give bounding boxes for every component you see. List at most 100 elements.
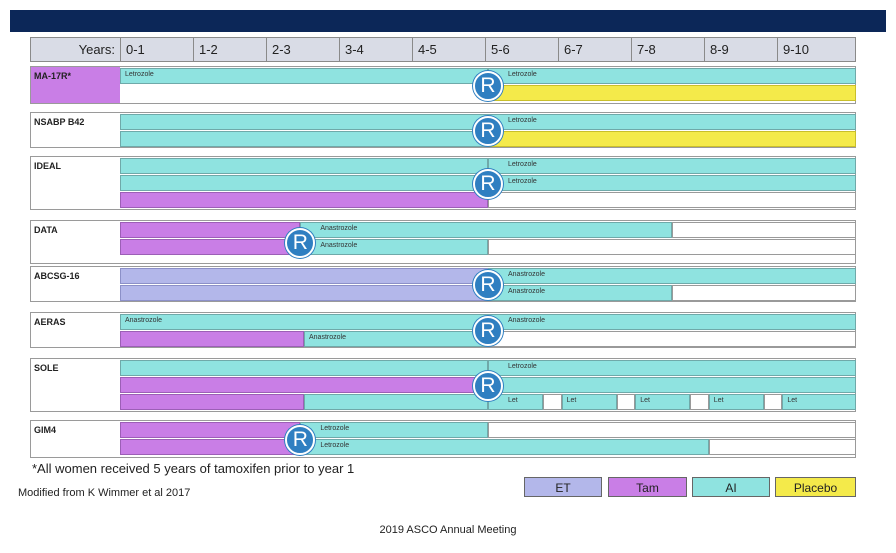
year-col: 9-10: [777, 38, 855, 61]
arm-bar-ai: [488, 377, 856, 393]
arm-bar-tam: [120, 222, 301, 238]
drug-label: Anastrozole: [320, 225, 358, 232]
years-label: Years:: [78, 42, 115, 57]
arm-bar-ai: [635, 394, 691, 410]
arm-bar-ai: [488, 175, 856, 191]
arm-bar-ai: [708, 394, 764, 410]
arm-bar-ai: [488, 68, 856, 84]
year-col: 5-6: [485, 38, 558, 61]
arm-bar-ai: [488, 114, 856, 130]
randomization-marker: R: [473, 270, 503, 300]
legend-ai: AI: [692, 477, 770, 497]
arm-bar-white: [672, 285, 856, 301]
drug-label: Letrozole: [320, 442, 350, 449]
drug-label: Letrozole: [125, 71, 154, 78]
drug-label: Let: [787, 397, 798, 404]
trial-name: GIM4: [34, 425, 57, 435]
arm-bar-placebo: [488, 85, 856, 101]
arm-bar-white: [672, 222, 856, 238]
drug-label: Letrozole: [508, 161, 537, 168]
arm-bar-white: [488, 331, 856, 347]
arm-bar-tam: [120, 439, 301, 455]
arm-bar-white: [543, 394, 562, 410]
drug-label: Let: [508, 397, 518, 404]
trial-ideal: IDEAL Letrozole Letrozole R: [30, 156, 856, 210]
trial-abcsg-16: ABCSG-16 Anastrozole Anastrozole R: [30, 266, 856, 302]
drug-label: Anastrozole: [320, 242, 358, 249]
arm-bar-ai: [782, 394, 856, 410]
trial-nsabp-b42: NSABP B42 Letrozole R: [30, 112, 856, 148]
year-col: 4-5: [412, 38, 485, 61]
arm-bar-et: [120, 268, 488, 284]
legend-tam: Tam: [608, 477, 687, 497]
year-col: 1-2: [193, 38, 266, 61]
arm-bar-white: [488, 239, 856, 255]
drug-label: Anastrozole: [508, 288, 545, 295]
trial-aeras: AERAS Anastrozole Anastrozole Anastrozole R: [30, 312, 856, 348]
arm-bar-tam: [120, 192, 488, 208]
arm-bar-white: [708, 439, 856, 455]
arm-bar-tam: [120, 239, 301, 255]
arm-bar-white: [690, 394, 709, 410]
arm-bar-tam: [120, 394, 304, 410]
drug-label: Anastrozole: [309, 334, 346, 341]
drug-label: Letrozole: [320, 425, 350, 432]
drug-label: Letrozole: [508, 178, 537, 185]
footnote: *All women received 5 years of tamoxifen…: [32, 461, 355, 476]
randomization-marker: R: [473, 169, 503, 199]
randomization-marker: R: [473, 71, 503, 101]
arm-bar-white: [764, 394, 783, 410]
trial-name: ABCSG-16: [34, 271, 80, 281]
randomization-marker: R: [473, 116, 503, 146]
arm-bar-white: [488, 422, 856, 438]
arm-bar-ai: [120, 360, 488, 376]
randomization-marker: R: [473, 371, 503, 401]
drug-label: Anastrozole: [125, 317, 162, 324]
year-col: 8-9: [704, 38, 777, 61]
trial-ma-17r: MA-17R* Letrozole Letrozole R: [30, 66, 856, 104]
trial-name: IDEAL: [34, 161, 61, 171]
drug-label: Let: [566, 397, 577, 404]
arm-bar-tam: [120, 331, 304, 347]
trial-data: DATA Anastrozole Anastrozole R: [30, 220, 856, 264]
trial-name: MA-17R*: [34, 71, 72, 81]
randomization-marker: R: [473, 316, 503, 346]
arm-bar-ai: [488, 360, 856, 376]
arm-bar-ai: [300, 439, 709, 455]
year-col: 7-8: [631, 38, 704, 61]
arm-bar-tam: [120, 377, 488, 393]
trial-gim4: GIM4 Letrozole Letrozole R: [30, 420, 856, 458]
arm-bar-ai: [304, 394, 488, 410]
meeting-caption: 2019 ASCO Annual Meeting: [379, 524, 517, 536]
drug-label: Let: [713, 397, 724, 404]
drug-label: Let: [640, 397, 650, 404]
arm-bar-tam: [120, 422, 301, 438]
trial-name: AERAS: [34, 317, 66, 327]
arm-bar-ai: [120, 68, 488, 84]
year-col: 3-4: [339, 38, 412, 61]
arm-bar-ai: [120, 114, 488, 130]
drug-label: Anastrozole: [508, 317, 545, 324]
arm-bar-ai: [120, 158, 488, 174]
arm-bar-white: [616, 394, 636, 410]
trial-name: NSABP B42: [34, 117, 85, 127]
year-col: 2-3: [266, 38, 339, 61]
title-bar: [10, 10, 886, 32]
arm-bar-ai: [561, 394, 617, 410]
drug-label: Anastrozole: [508, 271, 545, 278]
year-col: 0-1: [120, 38, 193, 61]
trial-name: DATA: [34, 225, 58, 235]
drug-label: Letrozole: [508, 363, 537, 370]
legend-et: ET: [524, 477, 602, 497]
years-header: Years: 0-1 1-2 2-3 3-4 4-5 5-6 6-7 7-8 8…: [30, 37, 856, 62]
trial-sole: SOLE Letrozole Let Let Let Let Let R: [30, 358, 856, 412]
prior-tamoxifen-cell: [31, 67, 120, 103]
drug-label: Letrozole: [508, 71, 537, 78]
source-citation: Modified from K Wimmer et al 2017: [18, 487, 191, 499]
arm-bar-placebo: [488, 131, 856, 147]
randomization-marker: R: [285, 228, 316, 258]
drug-label: Letrozole: [508, 117, 537, 124]
arm-bar-ai: [120, 314, 488, 330]
randomization-marker: R: [285, 425, 316, 455]
arm-bar-white: [488, 192, 856, 208]
